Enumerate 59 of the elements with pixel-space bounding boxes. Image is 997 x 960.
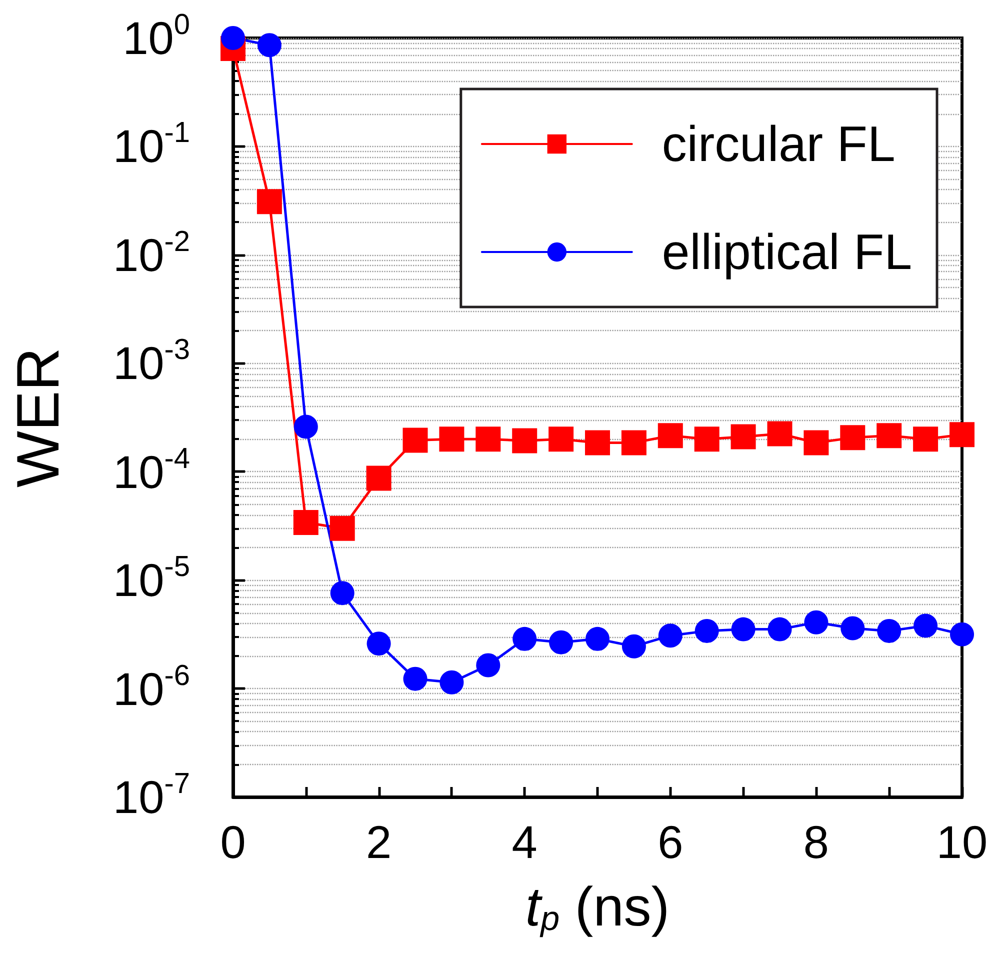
- point: [585, 430, 610, 456]
- x-tick-label: 6: [658, 816, 684, 868]
- x-tick-label: 2: [366, 816, 392, 868]
- point: [840, 425, 866, 450]
- x-tick-label: 0: [220, 816, 246, 868]
- y-tick-label: 10$^{-4}$: [113, 442, 190, 498]
- point: [221, 26, 245, 50]
- point: [402, 428, 428, 453]
- point: [914, 614, 938, 638]
- point: [731, 617, 756, 642]
- point: [440, 670, 464, 694]
- y-tick-label: 10$^{-3}$: [113, 334, 190, 390]
- point: [694, 426, 720, 452]
- y-tick-label: 10$^{-5}$: [113, 551, 190, 606]
- legend-label: elliptical FL: [662, 224, 912, 280]
- point: [950, 622, 974, 646]
- point: [913, 426, 938, 452]
- point: [658, 624, 682, 648]
- x-axis-title: tp (ns): [525, 875, 670, 938]
- point: [403, 666, 428, 691]
- point: [476, 653, 500, 678]
- y-tick-label: 10$^{-7}$: [113, 768, 190, 823]
- y-tick-label: 10$^{-2}$: [113, 226, 190, 281]
- point: [767, 421, 792, 446]
- point: [256, 189, 282, 214]
- point: [877, 618, 902, 643]
- point: [512, 428, 538, 454]
- point: [804, 430, 829, 456]
- y-axis-title: WER: [4, 348, 72, 488]
- point: [768, 617, 792, 642]
- y-tick-label: 10$^{0}$: [122, 9, 190, 64]
- y-tick-label: 10$^{-6}$: [113, 660, 190, 715]
- point: [512, 626, 537, 651]
- point: [366, 632, 391, 656]
- point: [621, 430, 646, 456]
- point: [294, 414, 318, 439]
- point: [804, 610, 828, 634]
- point: [330, 581, 354, 606]
- point: [330, 516, 355, 541]
- point: [694, 618, 719, 643]
- point: [840, 616, 865, 640]
- x-tick-label: 4: [512, 816, 538, 868]
- x-tick-label: 10: [936, 816, 988, 868]
- y-tick-label: 10$^{-1}$: [113, 117, 190, 172]
- point: [366, 466, 392, 491]
- point: [950, 422, 974, 448]
- point: [658, 423, 683, 448]
- point: [257, 33, 282, 58]
- point: [548, 426, 574, 452]
- point: [586, 626, 610, 651]
- point: [293, 510, 318, 536]
- point: [730, 424, 756, 450]
- point: [876, 423, 902, 448]
- legend-label: circular FL: [662, 116, 896, 172]
- point: [476, 426, 501, 452]
- point: [549, 630, 574, 654]
- point: [622, 634, 646, 658]
- point: [439, 426, 464, 452]
- x-tick-label: 8: [803, 816, 829, 868]
